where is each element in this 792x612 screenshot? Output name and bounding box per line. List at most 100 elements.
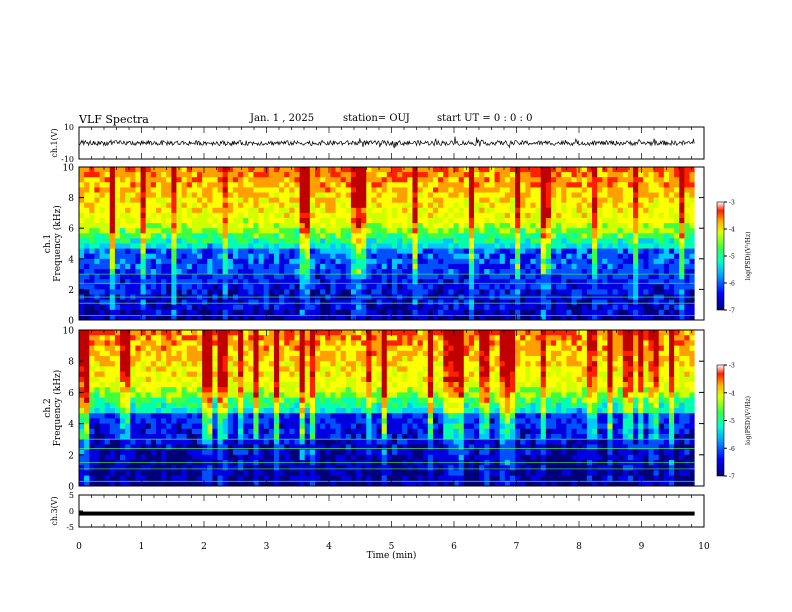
spectrogram-cell — [366, 238, 372, 244]
spectrogram-cell — [258, 233, 265, 239]
spectrogram-cell — [525, 335, 531, 341]
spectrogram-cell — [279, 376, 285, 383]
spectrogram-cell — [689, 233, 696, 239]
spectrogram-cell — [622, 253, 629, 260]
spectrogram-cell — [489, 192, 496, 199]
spectrogram-cell — [268, 218, 275, 224]
spectrogram-cell — [586, 335, 593, 341]
spectrogram-cell — [412, 228, 419, 234]
spectrogram-cell — [104, 382, 111, 388]
spectrogram-cell — [140, 207, 147, 214]
spectrogram-cell — [674, 340, 680, 347]
spectrogram-cell — [366, 243, 372, 250]
spectrogram-cell — [499, 371, 506, 378]
spectrogram-cell — [361, 192, 367, 199]
spectrogram-cell — [299, 382, 306, 388]
spectrogram-cell — [412, 274, 419, 280]
spectrogram-cell — [432, 335, 439, 341]
spectrogram-cell — [130, 248, 136, 255]
spectrogram-cell — [515, 345, 521, 352]
spectrogram-cell — [668, 279, 675, 285]
spectrogram-cell — [586, 309, 593, 316]
spectrogram-cell — [474, 172, 480, 178]
spectrogram-cell — [335, 228, 342, 234]
spectrogram-cell — [243, 228, 249, 234]
spectrogram-cell — [104, 304, 111, 311]
spectrogram-cell — [617, 223, 624, 229]
spectrogram-cell — [550, 243, 557, 250]
spectrogram-cell — [114, 212, 121, 219]
spectrogram-cell — [520, 361, 526, 367]
spectrogram-cell — [314, 263, 321, 270]
spectrogram-cell — [114, 202, 121, 209]
spectrogram-cell — [668, 207, 675, 214]
spectrogram-cell — [627, 248, 634, 255]
spectrogram-cell — [545, 289, 552, 295]
spectrogram-cell — [161, 253, 167, 260]
spectrogram-cell — [309, 253, 316, 260]
spectrogram-cell — [222, 182, 229, 188]
spectrogram-cell — [340, 269, 347, 275]
spectrogram-cell — [550, 345, 557, 352]
spectrogram-cell — [474, 167, 480, 173]
spectrogram-cell — [668, 356, 675, 362]
spectrogram-cell — [212, 335, 219, 341]
spectrogram-cell — [612, 289, 619, 295]
spectrogram-cell — [381, 309, 388, 316]
spectrogram-cell — [212, 187, 219, 193]
spectrogram-cell — [663, 309, 670, 316]
spectrogram-cell — [468, 177, 475, 183]
spectrogram-cell — [463, 202, 470, 209]
spectrogram-cell — [222, 172, 229, 178]
spectrogram-cell — [689, 289, 696, 295]
spectrogram-cell — [499, 382, 506, 388]
spectrogram-cell — [350, 207, 357, 214]
spectrogram-cell — [125, 167, 131, 173]
spectrogram-cell — [648, 197, 655, 204]
spectrogram-cell — [571, 361, 578, 367]
spectrogram-cell — [130, 387, 136, 393]
spectrogram-cell — [612, 356, 619, 362]
spectrogram-cell — [268, 340, 275, 347]
spectrogram-cell — [120, 182, 126, 188]
spectrogram-cell — [345, 299, 352, 306]
spectrogram-cell — [268, 382, 275, 388]
spectrogram-cell — [566, 309, 572, 316]
spectrogram-cell — [463, 279, 470, 285]
spectrogram-cell — [125, 182, 131, 188]
spectrogram-cell — [391, 177, 398, 183]
spectrogram-cell — [99, 172, 106, 178]
spectrogram-cell — [668, 330, 675, 336]
spectrogram-cell — [361, 212, 367, 219]
spectrogram-cell — [386, 233, 393, 239]
spectrogram-cell — [212, 371, 219, 378]
spectrogram-cell — [448, 197, 455, 204]
spectrogram-cell — [427, 314, 434, 321]
spectrogram-cell — [304, 223, 311, 229]
spectrogram-cell — [181, 238, 188, 244]
spectrogram-cell — [438, 309, 444, 316]
spectrogram-cell — [340, 263, 347, 270]
spectrogram-cell — [376, 314, 383, 321]
spectrogram-cell — [494, 350, 501, 357]
spectrogram-cell — [243, 304, 249, 311]
spectrogram-cell — [448, 371, 455, 378]
spectrogram-cell — [135, 197, 142, 204]
spectrogram-cell — [181, 167, 188, 173]
spectrogram-cell — [663, 361, 670, 367]
spectrogram-cell — [432, 345, 439, 352]
spectrogram-cell — [330, 340, 337, 347]
spectrogram-cell — [556, 314, 562, 321]
spectrogram-cell — [325, 274, 331, 280]
spectrogram-cell — [304, 284, 311, 290]
spectrogram-cell — [484, 248, 490, 255]
spectrogram-cell — [627, 289, 634, 295]
spectrogram-cell — [417, 202, 424, 209]
spectrogram-cell — [109, 314, 116, 321]
spectrogram-cell — [427, 279, 434, 285]
spectrogram-cell — [309, 269, 316, 275]
spectrogram-cell — [509, 345, 516, 352]
spectrogram-cell — [689, 238, 696, 244]
spectrogram-cell — [494, 238, 501, 244]
spectrogram-cell — [422, 258, 429, 265]
